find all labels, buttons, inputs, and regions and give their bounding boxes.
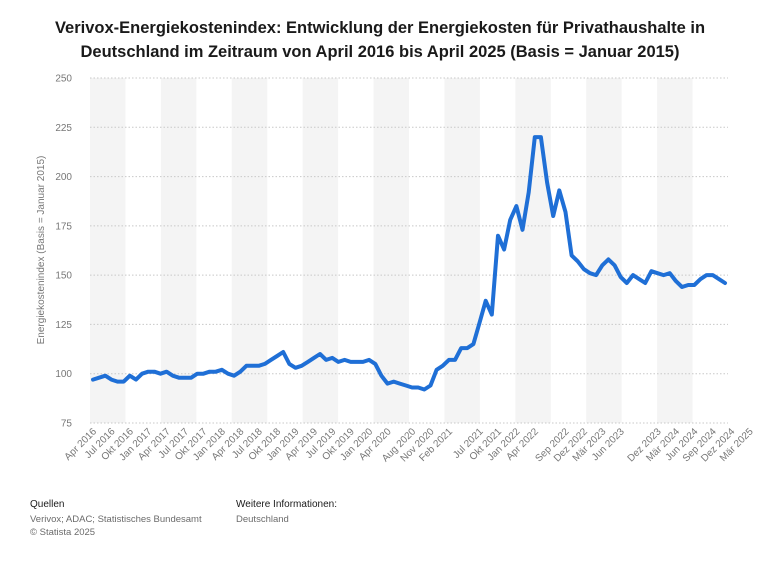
info-heading: Weitere Informationen: <box>236 499 337 510</box>
sources-text: Verivox; ADAC; Statistisches Bundesamt <box>30 514 202 525</box>
series-line <box>91 135 727 392</box>
background-band <box>586 78 622 423</box>
y-axis-label: Energiekostenindex (Basis = Januar 2015) <box>36 156 47 345</box>
y-tick-label: 100 <box>55 369 72 380</box>
chart-title-line-1: Verivox-Energiekostenindex: Entwicklung … <box>54 19 706 37</box>
chart-title-line-2: Deutschland im Zeitraum von April 2016 b… <box>80 43 680 61</box>
background-band <box>657 78 693 423</box>
background-band <box>160 78 197 423</box>
background-band <box>515 78 551 423</box>
y-tick-label: 175 <box>55 221 72 232</box>
background-band <box>302 78 339 423</box>
sources-block: Quellen Verivox; ADAC; Statistisches Bun… <box>30 498 202 539</box>
y-tick-label: 200 <box>55 172 72 183</box>
background-band <box>231 78 268 423</box>
sources-heading: Quellen <box>30 499 65 510</box>
y-tick-label: 75 <box>61 419 73 430</box>
copyright-text: © Statista 2025 <box>30 527 96 538</box>
chart-title: Verivox-Energiekostenindex: Entwicklung … <box>30 16 730 64</box>
y-tick-label: 225 <box>55 123 72 134</box>
y-tick-label: 150 <box>55 271 72 282</box>
y-tick-label: 125 <box>55 320 72 331</box>
background-band <box>373 78 409 423</box>
background-bands <box>90 78 693 423</box>
background-band <box>90 78 126 423</box>
info-text: Deutschland <box>236 514 289 525</box>
background-band <box>444 78 480 423</box>
line-chart: 75 100 125 150 175 200 225 250 Energiekostenind… <box>36 74 756 465</box>
info-block: Weitere Informationen: Deutschland <box>236 498 337 526</box>
y-axis-ticks: 75 100 125 150 175 200 225 250 <box>55 74 72 430</box>
y-tick-label: 250 <box>55 74 72 85</box>
